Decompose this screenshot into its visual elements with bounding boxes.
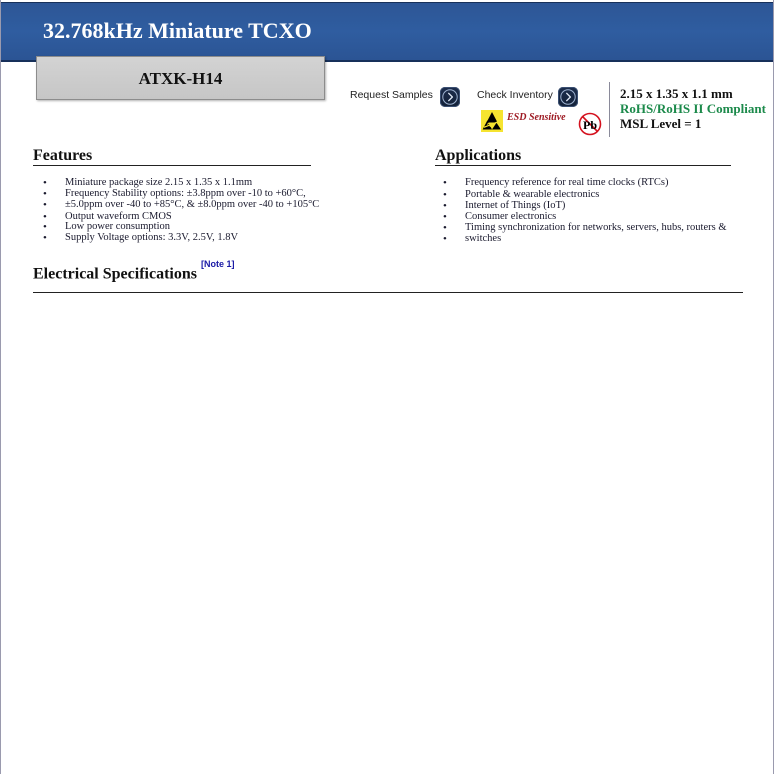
svg-text:Pb: Pb: [583, 118, 597, 132]
